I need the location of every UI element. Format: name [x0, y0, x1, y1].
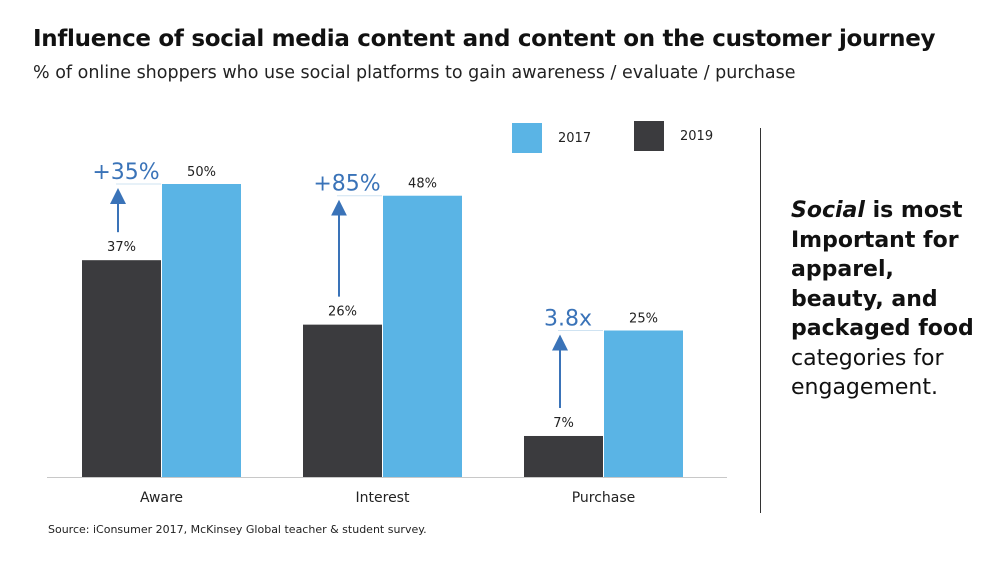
category-label-aware: Aware	[140, 490, 183, 506]
growth-label-purchase: 3.8x	[544, 307, 592, 332]
data-label-2019-aware: 37%	[107, 240, 136, 255]
bar-2019-interest	[303, 324, 382, 477]
source-note: Source: iConsumer 2017, McKinsey Global …	[48, 523, 427, 536]
legend-item-2019: 2019	[634, 121, 713, 151]
data-label-2019-purchase: 7%	[553, 416, 574, 431]
bar-2017-purchase	[604, 330, 683, 477]
data-label-2017-aware: 50%	[187, 165, 216, 180]
vertical-divider	[760, 128, 761, 513]
bar-2017-aware	[162, 184, 241, 477]
legend-label-2019: 2019	[680, 128, 714, 144]
data-label-2017-interest: 48%	[408, 177, 437, 192]
callout-note: Social is most Important for apparel, be…	[791, 196, 991, 403]
growth-label-interest: +85%	[313, 172, 380, 197]
bar-2017-interest	[383, 195, 462, 477]
note-bold: is most Important for apparel, beauty, a…	[791, 198, 974, 341]
bar-chart: 37% 50% +35% Aware 26% 48% +85% Interest 7% 25% 3.…	[47, 160, 727, 506]
legend-swatch-2019	[634, 121, 664, 151]
growth-label-aware: +35%	[92, 160, 159, 185]
data-label-2017-purchase: 25%	[629, 312, 658, 327]
chart-subtitle: % of online shoppers who use social plat…	[33, 63, 796, 83]
category-label-purchase: Purchase	[572, 490, 636, 506]
note-normal: categories for engagement.	[791, 345, 944, 401]
bar-2019-purchase	[524, 435, 603, 477]
bar-2019-aware	[82, 260, 161, 477]
legend-item-2017: 2017	[512, 123, 591, 153]
legend-label-2017: 2017	[558, 130, 592, 146]
note-italic: Social	[791, 198, 865, 223]
data-label-2019-interest: 26%	[328, 305, 357, 320]
category-label-interest: Interest	[356, 490, 410, 506]
chart-title: Influence of social media content and co…	[33, 26, 936, 52]
legend-swatch-2017	[512, 123, 542, 153]
